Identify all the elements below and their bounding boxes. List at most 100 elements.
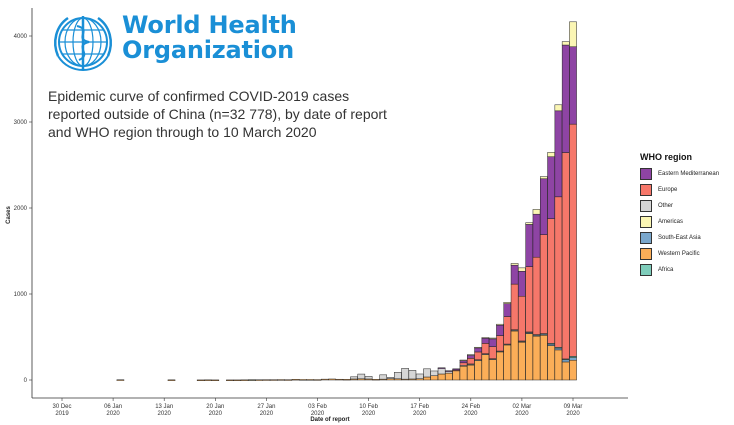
bar-segment [532, 213, 541, 258]
bar-segment [518, 341, 526, 381]
x-tick-label: 02 Mar [513, 404, 532, 410]
bar-segment [423, 368, 431, 378]
y-tick-label: 0 [24, 378, 28, 384]
x-tick-label: 24 Feb [461, 404, 480, 410]
legend-item: Americas [640, 214, 719, 230]
bar-segment [488, 337, 497, 340]
x-tick-label-year: 2020 [209, 411, 223, 417]
x-tick-label: 09 Mar [564, 404, 583, 410]
bar-segment [459, 365, 468, 381]
x-tick-label: 10 Feb [359, 404, 378, 410]
chart-subtitle: Epidemic curve of confirmed COVID-2019 c… [48, 88, 387, 140]
bar-segment [518, 271, 526, 297]
bar-segment [503, 302, 512, 304]
legend-title: WHO region [640, 152, 692, 162]
bar-segment [467, 358, 475, 365]
x-tick-label-year: 2020 [311, 411, 325, 417]
bar-segment [379, 374, 387, 380]
bar-segment [342, 379, 351, 381]
bar-segment [291, 379, 300, 381]
legend-item: Western Pacific [640, 246, 719, 262]
bar-segment [561, 359, 570, 363]
bar-segment [386, 377, 395, 379]
bar-segment [328, 378, 336, 381]
bar-segment [474, 359, 482, 381]
bar-segment [313, 379, 322, 381]
bar-segment [481, 337, 490, 339]
bar-segment [306, 379, 314, 381]
bar-segment [445, 372, 453, 381]
bar-segment [569, 357, 577, 361]
bar-segment [240, 379, 249, 381]
bar-segment [488, 359, 497, 381]
bar-segment [437, 373, 446, 381]
bar-segment [233, 379, 241, 381]
x-tick-label: 13 Jan [155, 404, 173, 410]
legend-swatch [640, 168, 652, 180]
bar-segment [540, 178, 548, 235]
bar-segment [554, 349, 563, 381]
bar-segment [547, 345, 555, 381]
x-tick-label: 17 Feb [410, 404, 429, 410]
x-tick-label-year: 2020 [413, 411, 427, 417]
bar-segment [481, 353, 490, 381]
bar-segment [532, 256, 541, 335]
legend-label: South-East Asia [658, 235, 701, 241]
bar-segment [196, 379, 205, 381]
bar-segment [518, 267, 526, 272]
legend-swatch [640, 248, 652, 260]
legend-item: Other [640, 198, 719, 214]
bar-segment [496, 323, 504, 326]
bar-segment [459, 362, 468, 366]
legend-swatch [640, 232, 652, 244]
legend-swatch [640, 200, 652, 212]
bar-segment [554, 104, 563, 112]
legend-item: Europe [640, 182, 719, 198]
bar-segment [452, 368, 460, 371]
bar-segment [561, 44, 570, 153]
legend-swatch [640, 264, 652, 276]
x-tick-label: 06 Jan [104, 404, 122, 410]
bar-segment [415, 373, 424, 379]
bar-segment [554, 110, 563, 198]
bar-segment [467, 364, 475, 381]
organization-name: World Health Organization [122, 13, 297, 63]
bar-segment [525, 333, 534, 381]
bar-segment [510, 264, 519, 285]
bar-segment [430, 370, 439, 376]
bar-segment [540, 335, 548, 381]
bar-segment [510, 263, 519, 266]
legend-label: Europe [658, 187, 678, 193]
bar-segment [525, 222, 534, 225]
x-tick-label: 20 Jan [206, 404, 224, 410]
legend-swatch [640, 216, 652, 228]
bar-segment [284, 379, 293, 381]
bar-segment [277, 379, 285, 381]
bar-segment [569, 123, 577, 357]
bar-segment [408, 370, 417, 380]
bar-segment [357, 373, 366, 380]
bar-segment [561, 361, 570, 381]
x-tick-label-year: 2020 [362, 411, 376, 417]
bar-segment [510, 283, 519, 330]
legend-label: Western Pacific [658, 251, 700, 257]
bar-segment [262, 379, 271, 381]
bar-segment [540, 176, 548, 180]
bar-segment [248, 379, 256, 381]
x-tick-label-year: 2019 [55, 411, 69, 417]
bar-segment [540, 234, 548, 334]
bar-segment [547, 152, 555, 157]
x-tick-label: 27 Jan [257, 404, 275, 410]
bar-segment [167, 379, 176, 381]
bar-segment [503, 316, 512, 345]
organization-name-line1: World Health [122, 11, 297, 39]
legend-label: Americas [658, 219, 684, 225]
bar-segment [474, 347, 482, 353]
bar-segment [467, 354, 475, 356]
bar-segment [474, 351, 482, 360]
bar-segment [269, 379, 278, 381]
bar-segment [299, 379, 307, 381]
bar-segment [569, 21, 577, 47]
bar-segment [569, 359, 577, 381]
bar-segment [116, 379, 125, 381]
